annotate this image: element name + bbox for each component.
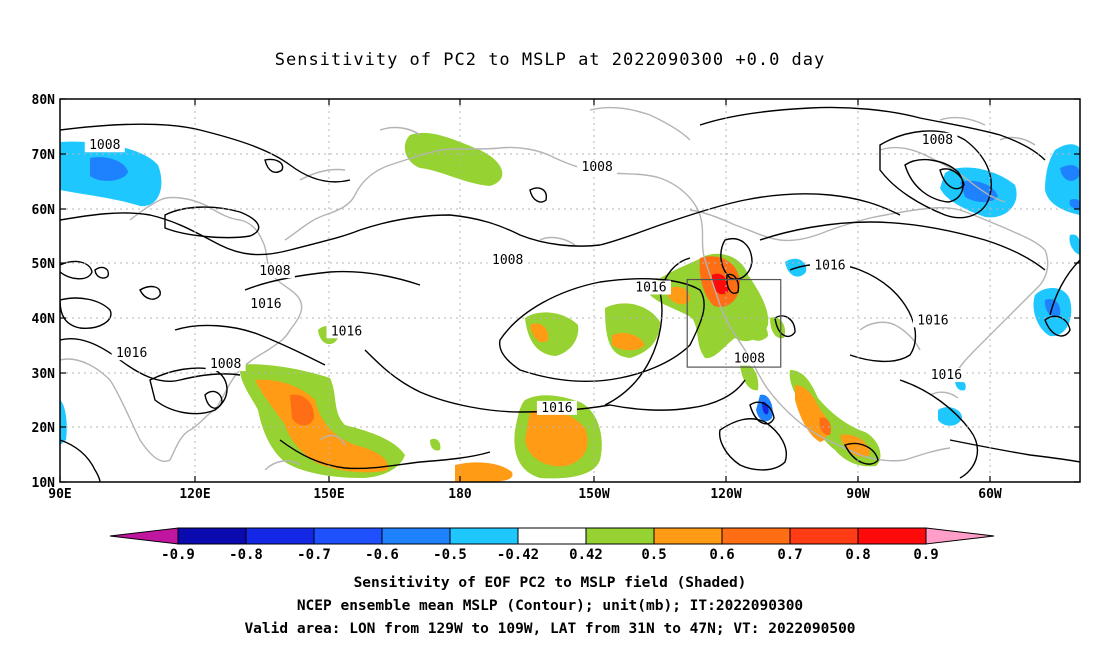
- contour-label: 1008: [582, 160, 613, 175]
- lat-label: 70N: [32, 148, 56, 163]
- tick-marks: [59, 98, 1080, 483]
- lat-label: 30N: [32, 367, 56, 382]
- lat-label: 20N: [32, 421, 56, 436]
- colorbar-swatch: [857, 527, 927, 545]
- lat-label: 50N: [32, 257, 56, 272]
- contour-label-bg: [917, 132, 958, 147]
- contour-label: 1008: [492, 253, 523, 268]
- negative-area-labrador: [1045, 144, 1080, 215]
- contour-label-bg: [536, 400, 577, 415]
- contour-label-bg: [84, 138, 125, 153]
- colorbar-label: 0.8: [845, 547, 870, 563]
- lat-label: 60N: [32, 203, 56, 218]
- lon-label: 60W: [978, 487, 1002, 502]
- latitude-axis: 80N 70N 60N 50N 40N 30N 20N 10N: [32, 93, 56, 491]
- positive-area-bering: [404, 132, 503, 186]
- contour-label: 1016: [917, 313, 948, 328]
- positive-area-subtropics: [525, 312, 579, 356]
- contour-label-bg: [487, 253, 528, 268]
- colorbar-swatch: [517, 527, 587, 545]
- contour-label: 1008: [259, 264, 290, 279]
- contour-label-bg: [577, 160, 618, 175]
- lon-label: 180: [448, 487, 472, 502]
- colorbar-swatch: [789, 527, 859, 545]
- contour-label-bg: [729, 351, 770, 366]
- plot-area: 1008 1008 1008 1008 1008 1008 1008 1016 1016 1016…: [60, 99, 1080, 482]
- colorbar-swatch: [653, 527, 723, 545]
- colorbar-swatch: [449, 527, 519, 545]
- colorbar-max-arrow: [925, 527, 995, 545]
- lon-label: 120E: [179, 487, 210, 502]
- contour-label: 1008: [89, 138, 120, 153]
- contour-label: 1008: [922, 133, 953, 148]
- contour-label-bg: [245, 296, 286, 311]
- caption-shading: Sensitivity of EOF PC2 to MSLP field (Sh…: [353, 575, 747, 591]
- map-title: Sensitivity of PC2 to MSLP at 2022090300…: [274, 50, 826, 70]
- lon-label: 120W: [710, 487, 741, 502]
- contour-label-bg: [205, 357, 246, 372]
- contour-label-bg: [254, 264, 295, 279]
- lat-label: 40N: [32, 312, 56, 327]
- colorbar: -0.9 -0.8 -0.7 -0.6 -0.5 -0.42 0.42 0.5 0.6 0.7 0.…: [109, 527, 995, 563]
- sensitivity-shading: [60, 132, 1080, 482]
- colorbar-swatch: [313, 527, 383, 545]
- contour-label: 1016: [116, 346, 147, 361]
- contour-label: 1008: [734, 352, 765, 367]
- caption-valid-area: Valid area: LON from 129W to 109W, LAT f…: [244, 621, 856, 637]
- colorbar-swatch: [177, 527, 247, 545]
- colorbar-swatch: [245, 527, 315, 545]
- lon-label: 150E: [313, 487, 344, 502]
- contour-label: 1008: [210, 357, 241, 372]
- colorbar-label: -0.9: [161, 547, 195, 563]
- colorbar-label: -0.8: [229, 547, 263, 563]
- colorbar-label: 0.7: [777, 547, 802, 563]
- caption-contour: NCEP ensemble mean MSLP (Contour); unit(…: [296, 598, 804, 614]
- contour-label: 1016: [250, 297, 281, 312]
- contour-label-bg: [809, 258, 850, 273]
- contour-label-bg: [111, 346, 152, 361]
- colorbar-swatch: [721, 527, 791, 545]
- plot-frame: [59, 98, 1081, 483]
- contour-label-bg: [326, 324, 367, 339]
- contour-label-bg: [926, 368, 967, 383]
- contour-label-bg: [630, 280, 671, 295]
- grid-lines: [60, 99, 1080, 482]
- lat-label: 10N: [32, 476, 56, 491]
- colorbar-label: -0.5: [433, 547, 467, 563]
- longitude-axis: 90E 120E 150E 180 150W 120W 90W 60W: [48, 487, 1002, 502]
- colorbar-label: 0.6: [709, 547, 734, 563]
- colorbar-swatch: [381, 527, 451, 545]
- contour-label: 1016: [931, 368, 962, 383]
- colorbar-label: 0.42: [569, 547, 603, 563]
- colorbar-label: -0.7: [297, 547, 331, 563]
- lat-label: 80N: [32, 93, 56, 108]
- valid-area-box: [686, 278, 782, 368]
- contour-label: 1016: [541, 401, 572, 416]
- mslp-contours: [60, 106, 1080, 482]
- contour-label: 1016: [635, 281, 666, 296]
- colorbar-label: 0.5: [641, 547, 666, 563]
- colorbar-label: 0.9: [913, 547, 938, 563]
- colorbar-label: -0.42: [497, 547, 539, 563]
- colorbar-min-arrow: [109, 527, 179, 545]
- colorbar-label: -0.6: [365, 547, 399, 563]
- contour-labels: 1008 1008 1008 1008 1008 1008 1008 1016 1016 1016…: [84, 132, 967, 416]
- lon-label: 90W: [846, 487, 870, 502]
- contour-label: 1016: [814, 259, 845, 274]
- contour-label-bg: [912, 313, 953, 328]
- lon-label: 150W: [578, 487, 609, 502]
- colorbar-swatch: [585, 527, 655, 545]
- lon-label: 90E: [48, 487, 71, 502]
- contour-label: 1016: [331, 324, 362, 339]
